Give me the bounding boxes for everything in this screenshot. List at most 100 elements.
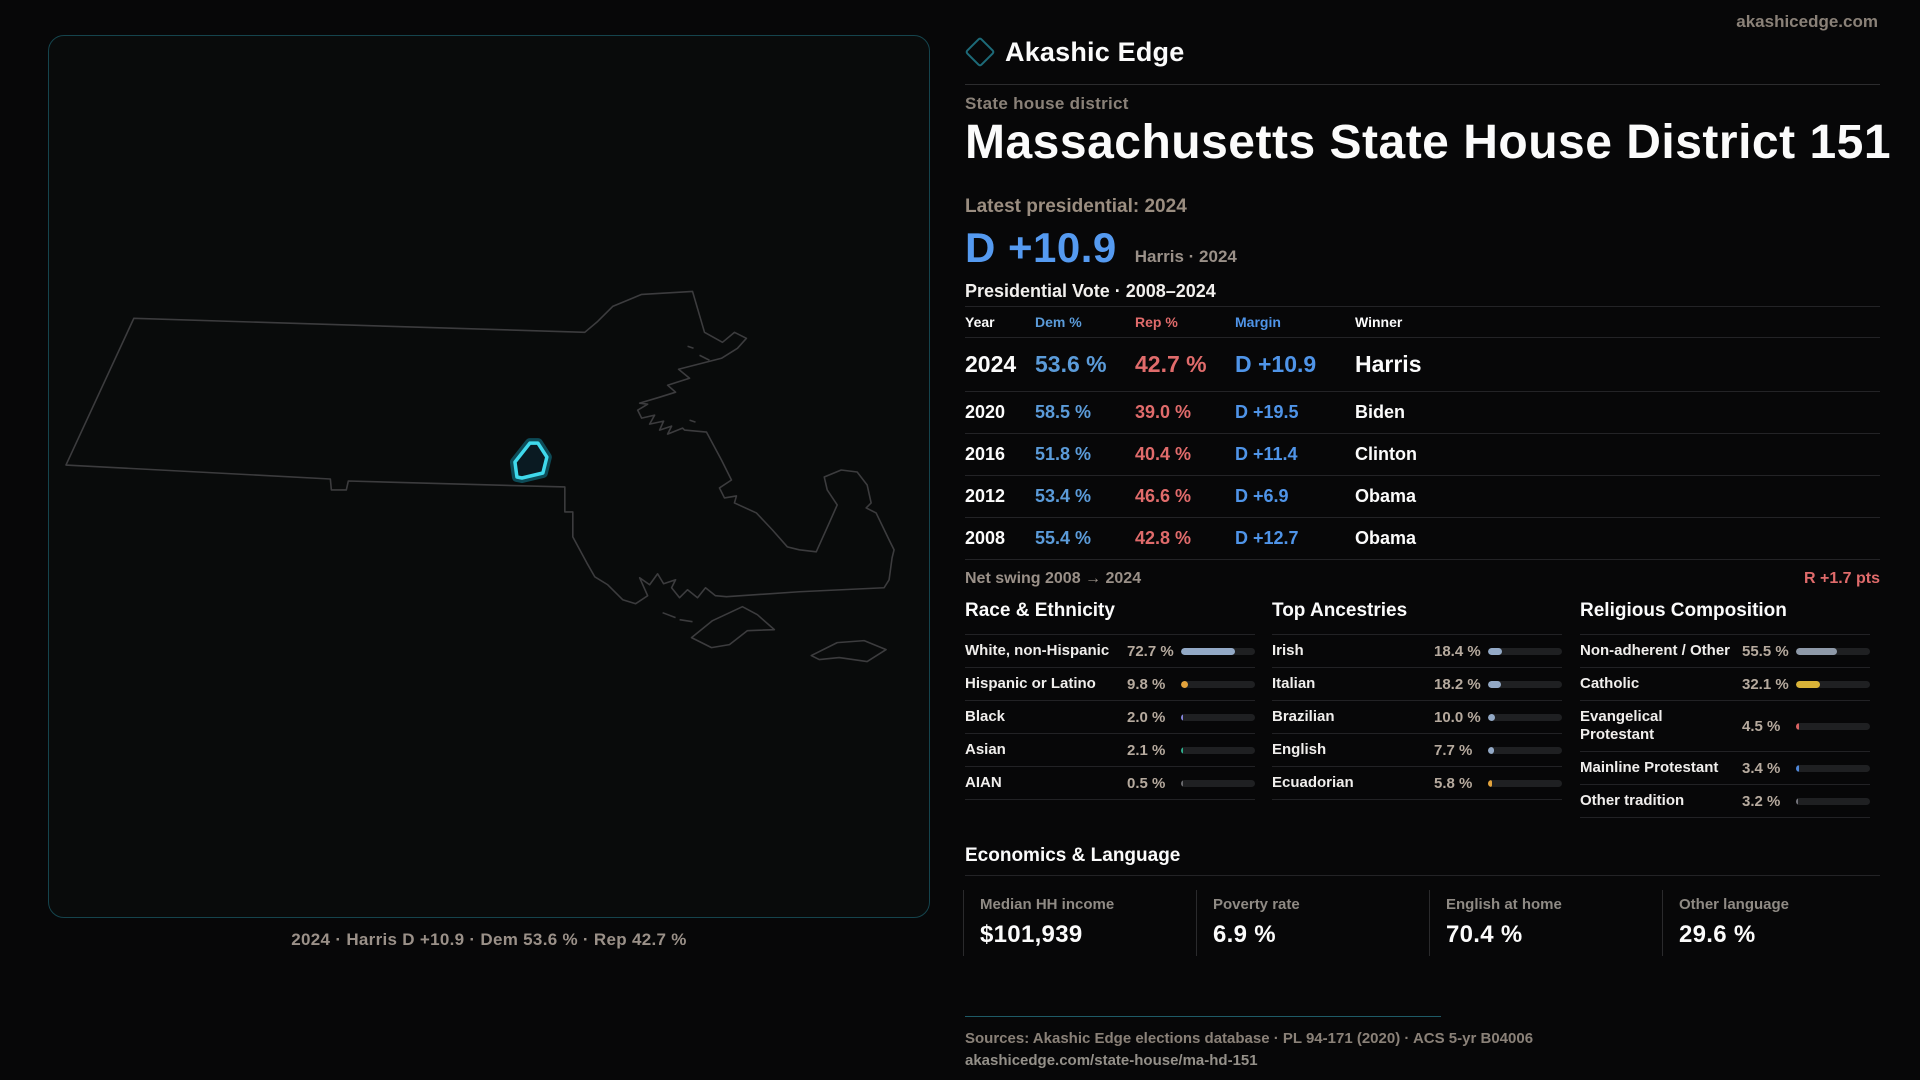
vote-rep: 40.4 % <box>1135 444 1192 464</box>
demographic-label: English <box>1272 741 1327 758</box>
economics-stats-row: Median HH income $101,939 Poverty rate 6… <box>963 890 1895 956</box>
demographic-bar <box>1181 647 1255 655</box>
stat-value: $101,939 <box>980 921 1083 948</box>
demographic-label: Italian <box>1272 675 1316 692</box>
demographic-row: Catholic 32.1 % <box>1580 668 1870 701</box>
demographic-bar <box>1488 680 1562 688</box>
demographic-label: Irish <box>1272 642 1304 659</box>
vote-dem: 58.5 % <box>1035 402 1092 422</box>
demographic-bar <box>1488 746 1562 754</box>
demographic-row: Other tradition 3.2 % <box>1580 785 1870 818</box>
economics-title: Economics & Language <box>965 845 1181 866</box>
net-swing-value: R +1.7 pts <box>1803 570 1880 587</box>
vote-margin: D +12.7 <box>1235 528 1299 548</box>
demographic-bar-fill <box>1488 746 1494 754</box>
demographic-bar <box>1488 647 1562 655</box>
vote-table-title: Presidential Vote · 2008–2024 <box>965 281 1216 301</box>
vote-table-row: 2024 53.6 % 42.7 % D +10.9 Harris <box>965 338 1880 392</box>
col-rep: Rep % <box>1135 314 1178 330</box>
col-year: Year <box>965 314 995 330</box>
demographic-bar <box>1796 647 1870 655</box>
vote-margin: D +6.9 <box>1235 486 1289 506</box>
demographic-bar-fill <box>1796 647 1838 655</box>
brand-diamond-icon <box>964 36 996 68</box>
demographic-label: Asian <box>965 741 1006 758</box>
vote-year: 2020 <box>965 402 1006 422</box>
col-winner: Winner <box>1355 314 1403 330</box>
presidential-vote-table: Year Dem % Rep % Margin Winner 2024 53.6… <box>965 306 1880 560</box>
demographic-label: Catholic <box>1580 675 1640 692</box>
net-swing-row: Net swing 2008 → 2024 R +1.7 pts <box>965 570 1880 588</box>
col-margin: Margin <box>1235 314 1281 330</box>
economics-stat: Other language 29.6 % <box>1662 890 1895 956</box>
headline-margin-row: D +10.9 Harris · 2024 <box>965 218 1237 272</box>
demographic-value: 0.5 % <box>1127 774 1166 792</box>
demographic-bar <box>1181 779 1255 787</box>
vote-rep: 46.6 % <box>1135 486 1192 506</box>
vote-table-header: Year Dem % Rep % Margin Winner <box>965 306 1880 338</box>
vote-table-row: 2020 58.5 % 39.0 % D +19.5 Biden <box>965 392 1880 434</box>
vote-year: 2008 <box>965 528 1006 548</box>
demographic-bar <box>1181 746 1255 754</box>
demographic-label: White, non-Hispanic <box>965 642 1110 659</box>
headline-margin: D +10.9 <box>965 224 1117 271</box>
demographic-row: Ecuadorian 5.8 % <box>1272 767 1562 800</box>
demographic-row: Irish 18.4 % <box>1272 635 1562 668</box>
race-ethnicity-section: Race & Ethnicity White, non-Hispanic 72.… <box>965 600 1255 800</box>
religion-title: Religious Composition <box>1580 600 1787 621</box>
demographic-row: Brazilian 10.0 % <box>1272 701 1562 734</box>
demographic-bar-fill <box>1796 722 1800 730</box>
stat-label: Median HH income <box>980 896 1115 913</box>
demographic-bar <box>1488 713 1562 721</box>
latest-presidential-label: Latest presidential: 2024 <box>965 196 1187 217</box>
vote-table-row: 2016 51.8 % 40.4 % D +11.4 Clinton <box>965 434 1880 476</box>
sources-text: Sources: Akashic Edge elections database… <box>965 1030 1534 1047</box>
footer-divider <box>965 1016 1441 1017</box>
district-type-kicker: State house district <box>965 94 1129 113</box>
vote-table-row: 2012 53.4 % 46.6 % D +6.9 Obama <box>965 476 1880 518</box>
vote-margin: D +19.5 <box>1235 402 1299 422</box>
demographic-value: 32.1 % <box>1742 675 1789 693</box>
demographic-bar-fill <box>1181 713 1183 721</box>
economics-divider <box>965 875 1880 876</box>
vote-table-row: 2008 55.4 % 42.8 % D +12.7 Obama <box>965 518 1880 560</box>
demographic-value: 3.4 % <box>1742 759 1781 777</box>
district-highlight[interactable] <box>509 438 552 483</box>
demographic-row: White, non-Hispanic 72.7 % <box>965 635 1255 668</box>
elizabeth-islands <box>662 611 693 623</box>
demographic-value: 9.8 % <box>1127 675 1166 693</box>
demographic-label: Brazilian <box>1272 708 1335 725</box>
demographic-row: AIAN 0.5 % <box>965 767 1255 800</box>
demographic-bar-fill <box>1488 713 1496 721</box>
demographic-value: 18.2 % <box>1434 675 1481 693</box>
demographic-bar <box>1181 680 1255 688</box>
religion-section: Religious Composition Non-adherent / Oth… <box>1580 600 1870 818</box>
brand-wordmark: Akashic Edge <box>1005 36 1185 67</box>
stat-label: Other language <box>1679 896 1790 913</box>
marthas-vineyard <box>690 605 776 649</box>
demographic-label: AIAN <box>965 774 1002 791</box>
brand-site-link[interactable]: akashicedge.com <box>1736 12 1878 31</box>
demographic-bar-fill <box>1796 764 1799 772</box>
permalink[interactable]: akashicedge.com/state-house/ma-hd-151 <box>965 1052 1258 1069</box>
demographic-bar-fill <box>1796 680 1820 688</box>
vote-winner: Obama <box>1355 528 1417 548</box>
demographic-value: 2.1 % <box>1127 741 1166 759</box>
ancestries-title: Top Ancestries <box>1272 600 1408 621</box>
demographic-bar <box>1488 779 1562 787</box>
headline-margin-note: Harris · 2024 <box>1134 247 1237 266</box>
demographic-label: Mainline Protestant <box>1580 759 1719 776</box>
demographic-value: 2.0 % <box>1127 708 1166 726</box>
demographic-bar-fill <box>1488 779 1493 787</box>
demographic-bar-fill <box>1181 647 1235 655</box>
race-ethnicity-list: White, non-Hispanic 72.7 % Hispanic or L… <box>965 634 1255 800</box>
massachusetts-map <box>65 290 895 663</box>
demographic-row: Non-adherent / Other 55.5 % <box>1580 635 1870 668</box>
col-dem: Dem % <box>1035 314 1082 330</box>
vote-winner: Biden <box>1355 402 1406 422</box>
demographic-row: Evangelical Protestant 4.5 % <box>1580 701 1870 752</box>
header-divider <box>965 84 1880 85</box>
stat-value: 70.4 % <box>1446 921 1523 948</box>
demographic-value: 18.4 % <box>1434 642 1481 660</box>
demographic-bar <box>1181 713 1255 721</box>
